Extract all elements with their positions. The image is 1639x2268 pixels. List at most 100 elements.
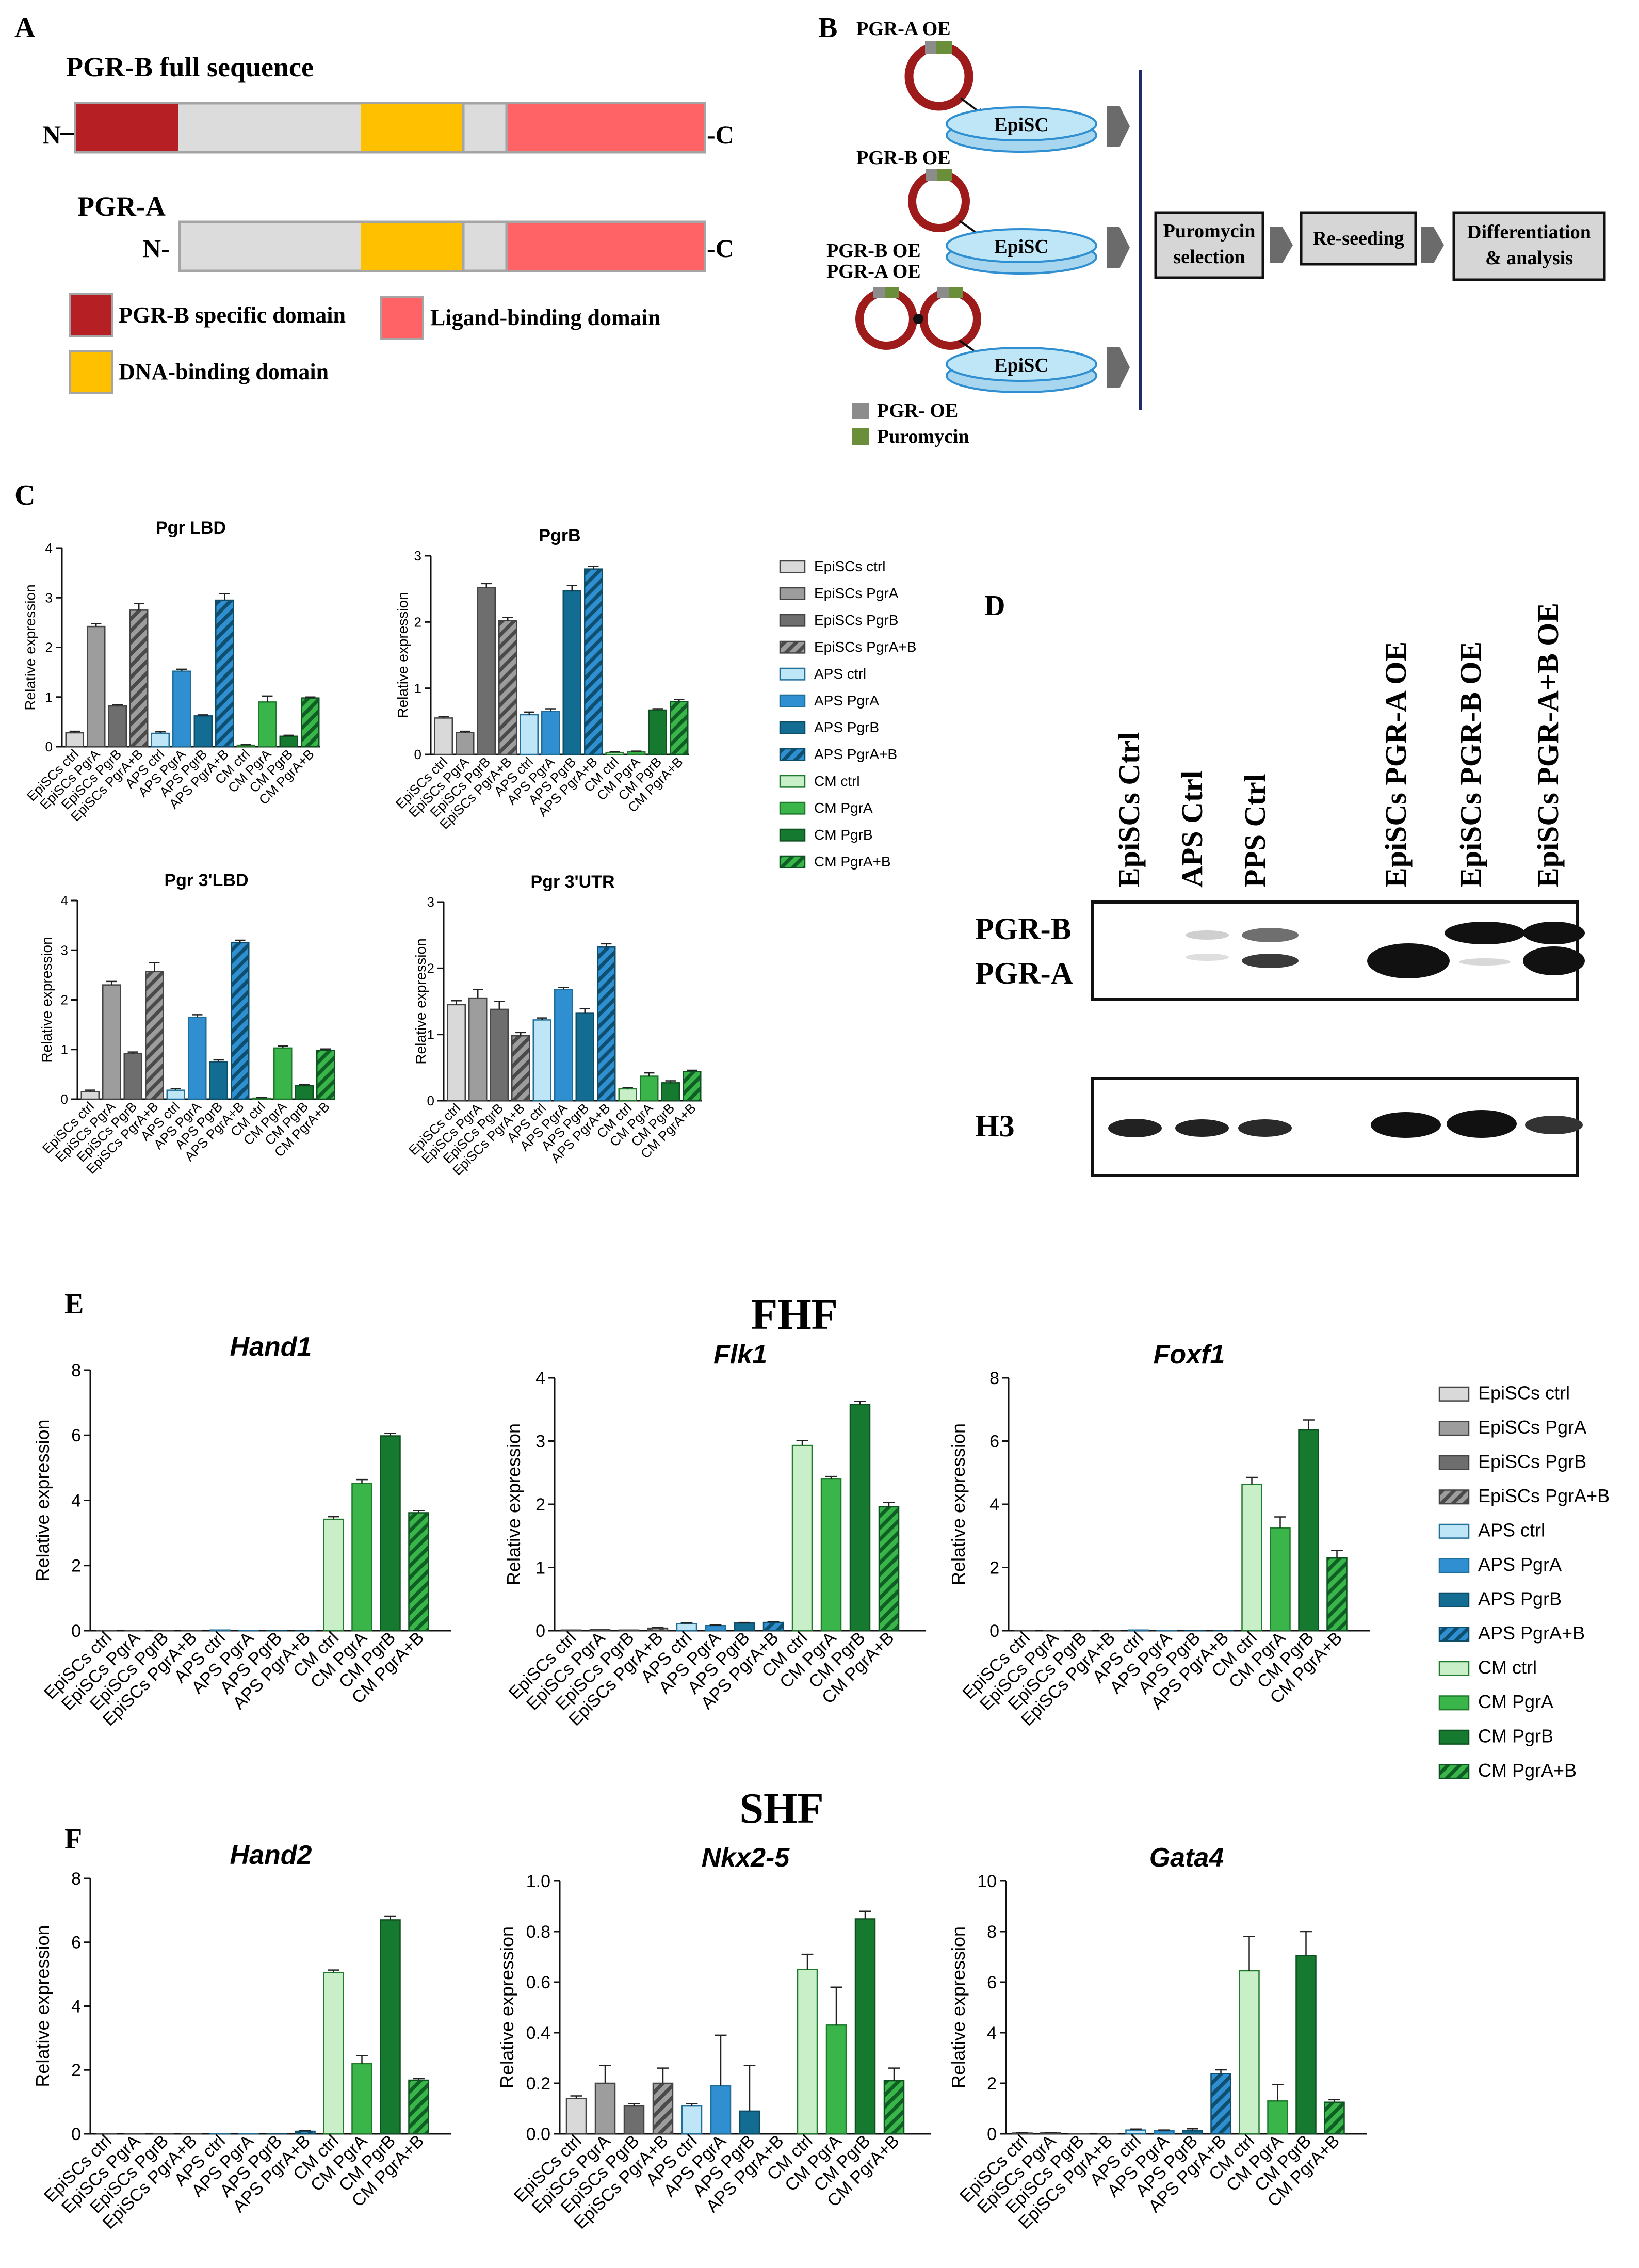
pgr-a-title: PGR-A (77, 191, 166, 222)
legend-swatch (1438, 1695, 1470, 1711)
bar (209, 1629, 231, 1632)
bar (1295, 1955, 1317, 2135)
legend-swatch (779, 721, 806, 734)
legend-label: CM ctrl (1478, 1657, 1537, 1678)
bar (65, 732, 84, 748)
legend-swatch (779, 855, 806, 868)
chart-title: Hand2 (230, 1840, 312, 1870)
legend-label-puromycin: Puromycin (877, 426, 969, 447)
y-axis-label: Relative expression (413, 938, 429, 1064)
step-puromycin-line2: selection (1173, 246, 1245, 268)
bar (258, 701, 277, 748)
pgr-oe-insert (937, 287, 949, 298)
band (1523, 946, 1585, 975)
legend-label: APS PgrB (814, 719, 879, 735)
y-tick-label: 6 (989, 1431, 999, 1451)
flow-arrow (1107, 227, 1130, 268)
bar (124, 1630, 145, 1632)
bar (166, 1089, 185, 1100)
bar (153, 1630, 174, 1632)
puromycin-insert (949, 287, 963, 298)
y-tick-label: 8 (987, 1922, 997, 1942)
y-tick-label: 0 (414, 747, 421, 762)
legend-swatch (779, 828, 806, 842)
band (1175, 1119, 1229, 1137)
legend-label: EpiSCs ctrl (814, 558, 885, 574)
legend-label: EpiSCs PgrA+B (814, 639, 916, 655)
legend-label: EpiSCs PgrA+B (1478, 1485, 1610, 1506)
bar (490, 1008, 509, 1102)
dish-label: EpiSC (994, 355, 1049, 376)
legend-label: EpiSCs PgrB (814, 612, 898, 628)
panel-c-letter: C (14, 479, 35, 511)
step-puromycin-line1: Puromycin (1163, 220, 1256, 242)
legend-swatch-puromycin (852, 428, 869, 445)
legend-label: CM PgrA+B (1478, 1760, 1577, 1781)
bar (1210, 2073, 1231, 2135)
bar (825, 2024, 847, 2135)
bar (145, 971, 164, 1100)
bar (618, 1088, 637, 1102)
oe-label-pgr-b-combo: PGR-B OE (826, 240, 921, 262)
pgr-a-n-terminus: N- (142, 234, 170, 263)
y-tick-label: 6 (71, 1933, 81, 1953)
bar (1014, 1630, 1035, 1632)
chart-title: Gata4 (1149, 1843, 1224, 1873)
legend-label-ligand-binding: Ligand-binding domain (430, 305, 660, 330)
bar (209, 2133, 231, 2135)
legend-swatch (779, 587, 806, 600)
lane-label: EpiSCs PGR-B OE (1454, 641, 1487, 888)
legend-swatch-pgr-b-specific (69, 293, 113, 337)
bar (661, 1082, 680, 1102)
band (1525, 1116, 1583, 1134)
pgr-oe-insert (926, 169, 937, 181)
band (1367, 943, 1450, 978)
y-tick-label: 1.0 (526, 1872, 550, 1891)
bar (231, 942, 250, 1100)
step-box-differentiation (1452, 211, 1606, 281)
bar (468, 997, 488, 1102)
bar (511, 1035, 530, 1102)
pgr-oe-insert (873, 287, 885, 298)
legend-label: CM PgrB (1478, 1726, 1553, 1747)
legend-label: EpiSCs PgrA (814, 585, 899, 601)
pgr-b-c-terminus: -C (707, 120, 734, 149)
pgr-b-dna-binding-domain (361, 104, 463, 151)
legend-label: APS PgrB (1478, 1588, 1562, 1610)
legend-label: APS PgrA+B (814, 746, 897, 762)
legend-label: APS ctrl (1478, 1520, 1545, 1541)
step-box-reseeding (1300, 211, 1417, 266)
dish-1: EpiSC (946, 106, 1097, 153)
bar (434, 717, 453, 755)
y-tick-label: 3 (61, 942, 68, 958)
flow-arrow (1270, 227, 1293, 263)
bar (188, 1016, 207, 1100)
legend-swatch (1438, 1661, 1470, 1676)
legend-label: APS PgrA (1478, 1554, 1562, 1575)
bar (351, 1483, 372, 1632)
y-tick-label: 4 (987, 2023, 997, 2043)
legend-swatch (779, 614, 806, 627)
oe-label-pgr-a-combo: PGR-A OE (826, 261, 921, 282)
step-differentiation-line1: Differentiation (1467, 221, 1591, 243)
bar (710, 2085, 732, 2135)
bar (380, 1435, 401, 1632)
panel-c: C Pgr LBD 0 1 2 3 4 Relative expression EpiSCs … (14, 479, 916, 1179)
pgr-b-ligand-binding-domain (507, 104, 704, 151)
y-axis-label: Relative expression (32, 1419, 53, 1581)
bar (1043, 1630, 1064, 1632)
y-tick-label: 1 (45, 689, 53, 705)
blot-pgr (1091, 900, 1579, 1001)
bar (498, 620, 517, 755)
band (1186, 954, 1229, 961)
fhf-title: FHF (751, 1291, 838, 1339)
bar (562, 590, 581, 755)
y-tick-label: 3 (535, 1431, 545, 1451)
plasmid-ring (908, 170, 970, 232)
y-tick-label: 0.2 (526, 2074, 550, 2094)
y-axis-label: Relative expression (22, 584, 38, 710)
loading-label-h3: H3 (975, 1109, 1015, 1143)
bar (1156, 1630, 1177, 1632)
bar (652, 2082, 674, 2135)
